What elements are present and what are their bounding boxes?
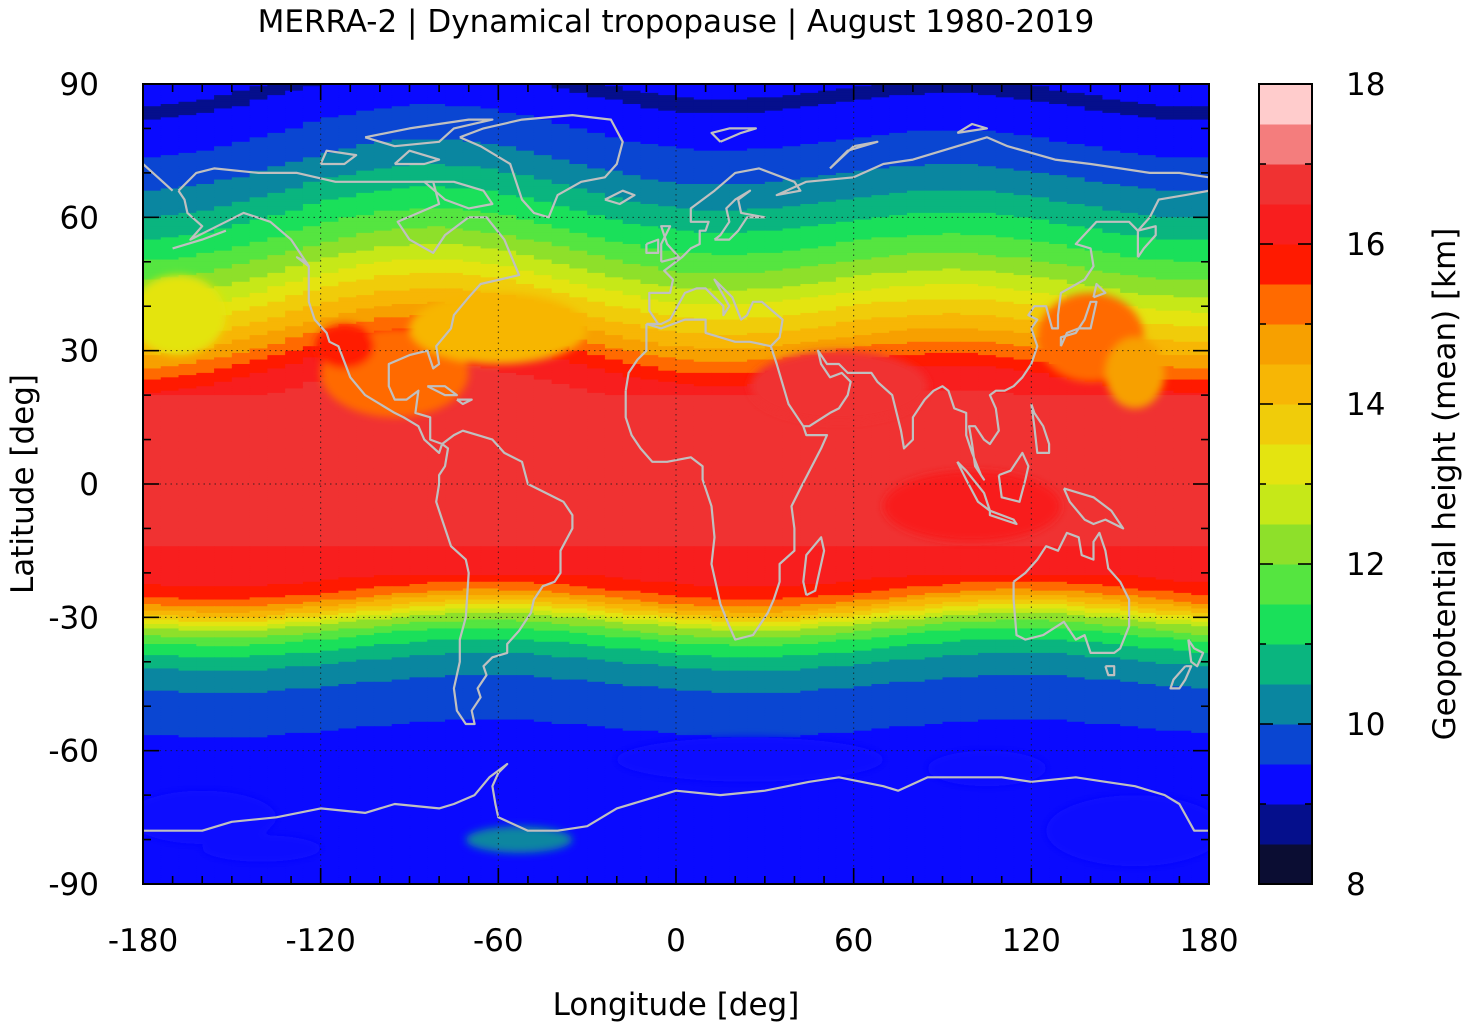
chart-title: MERRA-2 | Dynamical tropopause | August … xyxy=(258,4,1095,40)
plot-area xyxy=(128,84,1224,885)
